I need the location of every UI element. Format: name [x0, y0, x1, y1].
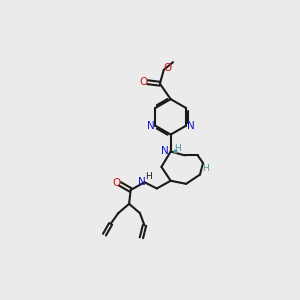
Text: O: O	[112, 178, 120, 188]
Text: N: N	[147, 121, 154, 131]
Text: N: N	[138, 176, 145, 187]
Text: N: N	[187, 121, 194, 131]
Text: N: N	[161, 146, 169, 156]
Text: H: H	[174, 144, 181, 153]
Text: H: H	[202, 164, 209, 173]
Text: O: O	[140, 77, 148, 87]
Text: H: H	[145, 172, 152, 182]
Text: O: O	[164, 63, 172, 73]
